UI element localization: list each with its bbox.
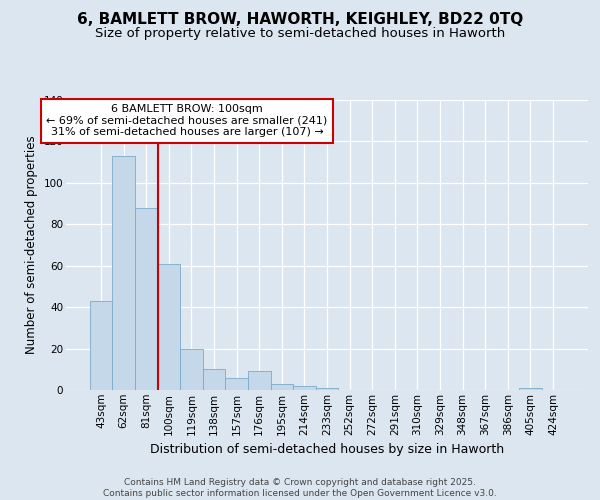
X-axis label: Distribution of semi-detached houses by size in Haworth: Distribution of semi-detached houses by …	[150, 443, 504, 456]
Text: 6, BAMLETT BROW, HAWORTH, KEIGHLEY, BD22 0TQ: 6, BAMLETT BROW, HAWORTH, KEIGHLEY, BD22…	[77, 12, 523, 28]
Bar	[203, 370, 226, 390]
Bar	[293, 386, 316, 390]
Bar	[226, 378, 248, 390]
Bar	[316, 388, 338, 390]
Bar	[112, 156, 135, 390]
Text: Contains HM Land Registry data © Crown copyright and database right 2025.
Contai: Contains HM Land Registry data © Crown c…	[103, 478, 497, 498]
Text: Size of property relative to semi-detached houses in Haworth: Size of property relative to semi-detach…	[95, 28, 505, 40]
Y-axis label: Number of semi-detached properties: Number of semi-detached properties	[25, 136, 38, 354]
Bar	[271, 384, 293, 390]
Bar	[158, 264, 180, 390]
Bar	[248, 372, 271, 390]
Bar	[180, 348, 203, 390]
Bar	[519, 388, 542, 390]
Bar	[90, 301, 112, 390]
Text: 6 BAMLETT BROW: 100sqm
← 69% of semi-detached houses are smaller (241)
31% of se: 6 BAMLETT BROW: 100sqm ← 69% of semi-det…	[46, 104, 328, 138]
Bar	[135, 208, 158, 390]
